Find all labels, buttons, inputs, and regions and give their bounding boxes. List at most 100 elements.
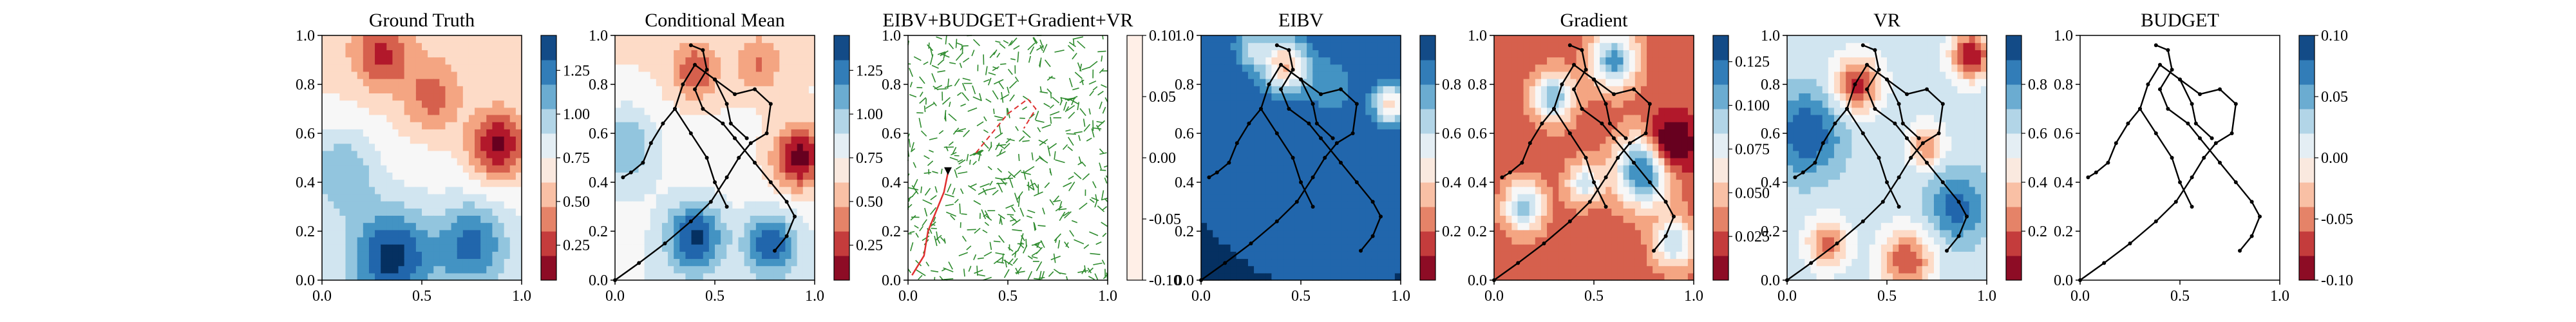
heatmap-cell (345, 229, 352, 238)
heatmap-cell (381, 186, 387, 194)
heatmap-cell (439, 64, 446, 72)
heatmap-cell (451, 143, 458, 151)
heatmap-cell (334, 143, 340, 151)
heatmap-cell (1307, 43, 1313, 50)
graph-edge (1025, 238, 1027, 247)
heatmap-cell (1307, 229, 1313, 238)
heatmap-cell (368, 158, 375, 166)
heatmap-cell (1511, 86, 1519, 94)
heatmap-cell (1365, 265, 1372, 274)
heatmap-cell (381, 229, 387, 238)
heatmap-cell (1312, 122, 1319, 129)
heatmap-cell (351, 272, 358, 281)
heatmap-cell (1617, 229, 1624, 238)
heatmap-cell (345, 64, 352, 72)
heatmap-cell (381, 158, 387, 166)
heatmap-cell (708, 64, 715, 72)
heatmap-cell (1564, 215, 1571, 223)
heatmap-cell (457, 114, 464, 122)
heatmap-cell (615, 129, 621, 137)
heatmap-cell (1506, 222, 1512, 231)
heatmap-cell (515, 93, 522, 101)
heatmap-cell (1523, 100, 1530, 108)
graph-edge (922, 219, 927, 227)
heatmap-cell (486, 86, 493, 94)
heatmap-cell (475, 193, 481, 202)
heatmap-cell (1517, 165, 1524, 173)
heatmap-cell (674, 236, 680, 245)
trajectory-point (773, 249, 777, 253)
heatmap-cell (1324, 86, 1331, 94)
heatmap-cell (721, 236, 727, 245)
heatmap-cell (661, 114, 668, 122)
heatmap-cell (679, 114, 687, 122)
heatmap-cell (498, 222, 505, 231)
heatmap-cell (768, 265, 774, 274)
heatmap-cell (1359, 107, 1366, 115)
heatmap-cell (1394, 251, 1401, 260)
heatmap-cell (1494, 244, 1501, 252)
heatmap-cell (1242, 179, 1249, 187)
graph-edge (973, 200, 981, 205)
heatmap-cell (462, 158, 469, 166)
heatmap-cell (1523, 258, 1530, 267)
heatmap-cell (1529, 129, 1536, 137)
heatmap-cell (632, 201, 639, 209)
heatmap-cell (627, 143, 633, 151)
heatmap-cell (433, 265, 440, 274)
heatmap-cell (1289, 179, 1296, 187)
trajectory-point (649, 141, 653, 146)
heatmap-cell (486, 172, 493, 180)
heatmap-cell (1254, 165, 1260, 173)
heatmap-cell (504, 244, 511, 252)
heatmap-cell (1394, 158, 1401, 166)
heatmap-cell (768, 57, 774, 65)
heatmap-cell (486, 236, 493, 245)
heatmap-cell (1535, 229, 1542, 238)
heatmap-cell (1247, 251, 1255, 260)
heatmap-cell (1260, 272, 1266, 281)
heatmap-cell (773, 150, 780, 158)
heatmap-cell (428, 251, 434, 260)
heatmap-cell (802, 107, 810, 115)
heatmap-cell (1247, 43, 1255, 50)
heatmap-cell (703, 158, 710, 166)
trajectory-line (714, 79, 748, 139)
heatmap-cell (721, 251, 727, 260)
heatmap-cell (627, 179, 633, 187)
heatmap-cell (621, 143, 627, 151)
heatmap-cell (785, 93, 792, 101)
heatmap-cell (615, 215, 621, 223)
heatmap-cell (1547, 215, 1553, 223)
heatmap-cell (1587, 222, 1595, 231)
heatmap-cell (410, 229, 417, 238)
heatmap-cell (621, 35, 627, 43)
heatmap-cell (1494, 43, 1501, 50)
heatmap-cell (1500, 71, 1506, 79)
heatmap-cell (1242, 201, 1249, 209)
colorbar-segment (834, 109, 849, 134)
graph-edge (1034, 111, 1039, 120)
heatmap-cell (761, 79, 768, 86)
heatmap-cell (615, 93, 621, 101)
graph-edge (1019, 243, 1025, 249)
heatmap-cell (738, 93, 745, 101)
heatmap-cell (351, 122, 358, 129)
heatmap-cell (726, 150, 733, 158)
graph-edge (1032, 37, 1037, 44)
heatmap-cell (410, 251, 417, 260)
heatmap-cell (410, 186, 417, 194)
trajectory-point (724, 175, 729, 180)
heatmap-cell (1242, 143, 1249, 151)
heatmap-cell (1523, 107, 1530, 115)
heatmap-cell (808, 35, 815, 43)
heatmap-cell (773, 143, 780, 151)
heatmap-cell (1558, 165, 1566, 173)
heatmap-cell (1318, 215, 1325, 223)
heatmap-cell (1312, 50, 1319, 58)
heatmap-cell (621, 193, 627, 202)
heatmap-cell (480, 165, 487, 173)
heatmap-cell (750, 222, 757, 231)
heatmap-cell (779, 93, 786, 101)
heatmap-cell (339, 186, 346, 194)
